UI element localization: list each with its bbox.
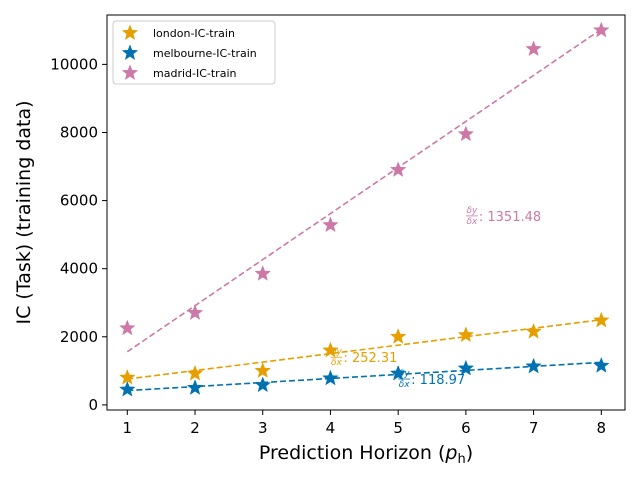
data-point: [457, 326, 475, 343]
y-tick-label: 10000: [50, 55, 98, 73]
x-tick-label: 5: [393, 419, 403, 437]
y-tick-label: 8000: [60, 123, 98, 141]
legend-marker: [121, 44, 139, 61]
y-tick-label: 4000: [60, 260, 98, 278]
x-axis-label: Prediction Horizon (ph): [259, 442, 473, 467]
data-point: [389, 364, 407, 381]
slope-denominator: δx: [399, 380, 411, 390]
slope-numerator: δy: [331, 347, 343, 357]
legend-marker: [121, 24, 139, 41]
fit-line: [126, 28, 602, 353]
y-tick-label: 6000: [60, 192, 98, 210]
fit-lines: [126, 28, 602, 392]
x-tick-label: 6: [461, 419, 471, 437]
data-point: [525, 357, 542, 374]
data-point: [322, 369, 339, 386]
slope-value: : 1351.48: [479, 210, 541, 225]
data-point: [593, 357, 610, 373]
y-tick-label: 0: [88, 396, 98, 414]
legend-box: [112, 20, 276, 85]
slope-numerator: δy: [466, 206, 478, 216]
data-point: [389, 328, 407, 344]
plot-frame: [106, 14, 626, 411]
fit-line: [127, 318, 602, 380]
legend: london-IC-train melbourne-IC-train madrid-…: [112, 20, 276, 85]
x-tick-label: 4: [326, 419, 336, 437]
data-point: [119, 319, 136, 336]
slope-denominator: δx: [331, 358, 343, 368]
slope-denominator: δx: [466, 217, 478, 227]
y-axis-label: IC (Task) (training data): [13, 100, 35, 324]
x-tick-label: 2: [190, 419, 200, 437]
data-point: [322, 341, 339, 358]
legend-label: madrid-IC-train: [153, 67, 236, 80]
data-point: [322, 216, 339, 233]
data-point: [119, 380, 136, 397]
fit-line: [127, 361, 602, 392]
x-tick-label: 8: [597, 419, 607, 437]
legend-marker: [121, 64, 139, 81]
data-point: [457, 125, 475, 142]
x-tick-label: 7: [529, 419, 539, 437]
data-point: [525, 40, 542, 57]
data-point: [389, 161, 407, 177]
legend-label: melbourne-IC-train: [153, 47, 257, 60]
data-points: [119, 21, 610, 397]
data-point: [254, 376, 272, 393]
y-tick-label: 2000: [60, 328, 98, 346]
slope-numerator: δy: [399, 369, 411, 379]
x-tick-label: 3: [258, 419, 268, 437]
data-point: [186, 379, 204, 395]
slope-value: : 118.97: [411, 373, 465, 388]
x-tick-label: 1: [123, 419, 133, 437]
data-point: [525, 322, 542, 339]
legend-label: london-IC-train: [153, 27, 235, 40]
data-point: [593, 21, 610, 38]
x-axis-ticks: 1 2 3 4 5 6 7 8: [123, 410, 607, 437]
data-point: [186, 304, 204, 320]
y-axis-ticks: 0 2000 4000 6000 8000 10000: [50, 55, 107, 414]
data-point: [457, 359, 475, 376]
data-point: [593, 311, 610, 328]
slope-value: : 252.31: [343, 351, 397, 366]
data-point: [254, 265, 272, 281]
data-point: [186, 364, 204, 381]
data-point: [254, 362, 272, 378]
